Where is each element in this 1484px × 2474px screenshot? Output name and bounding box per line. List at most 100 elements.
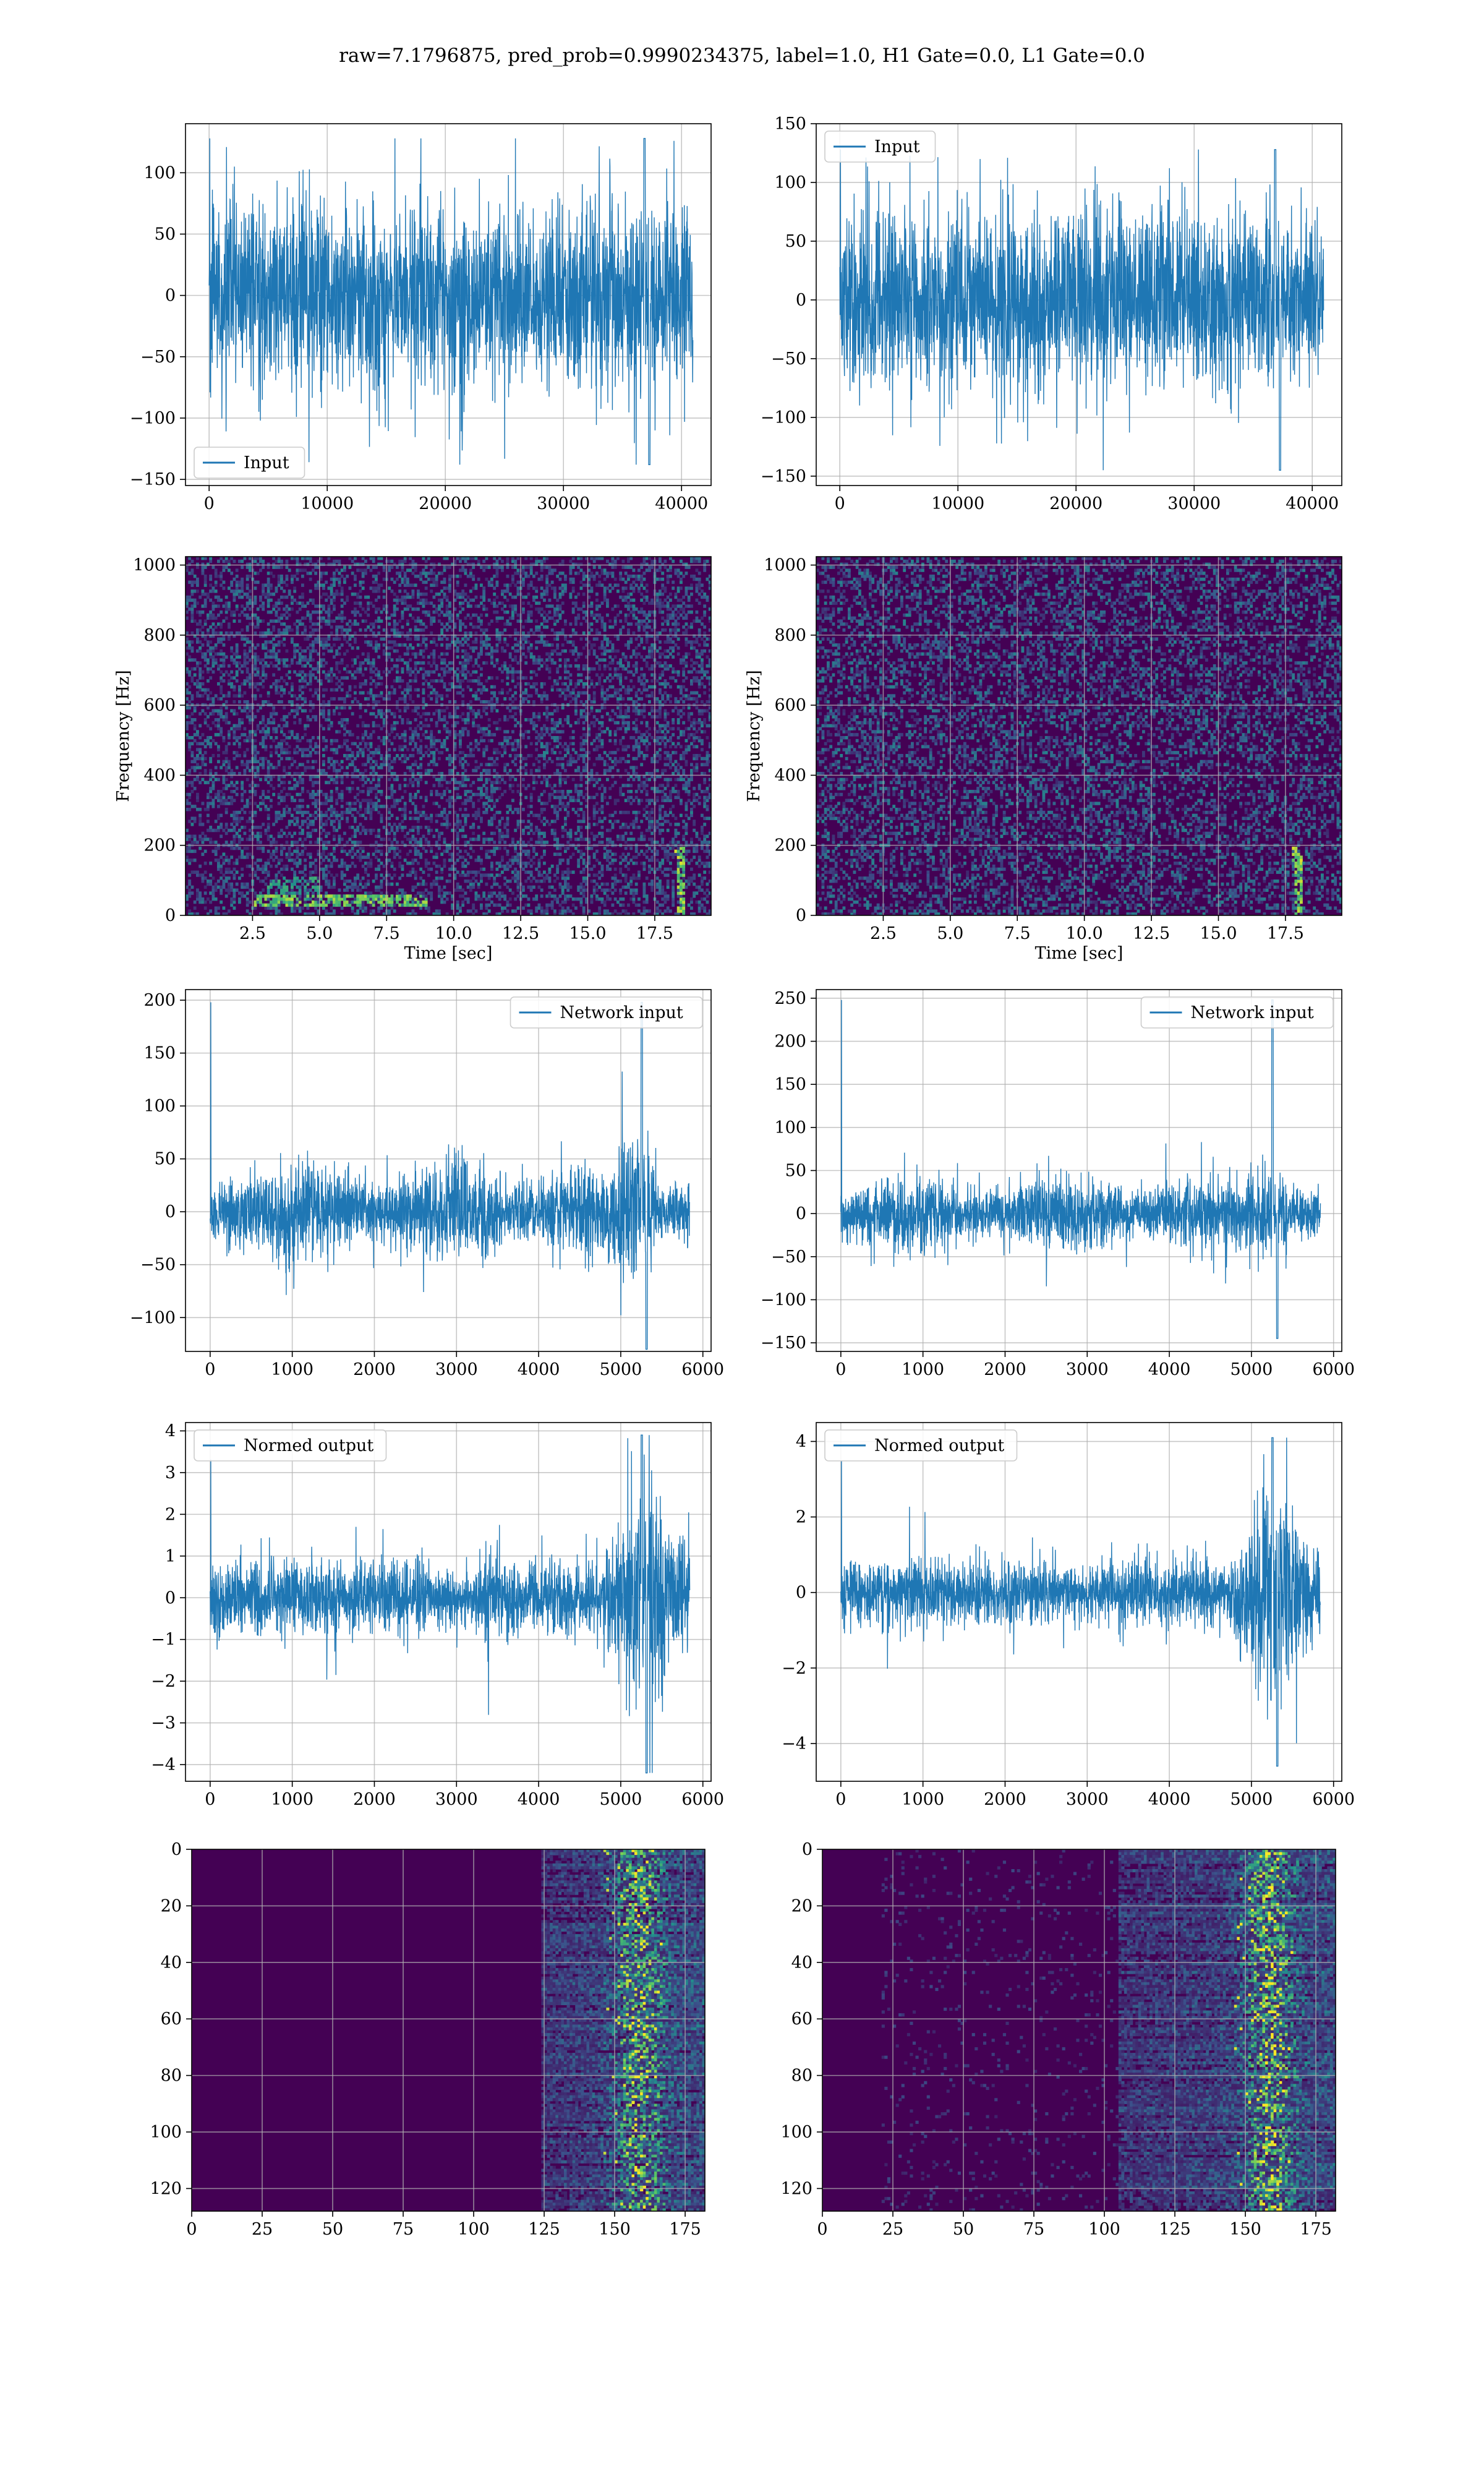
grid-lines xyxy=(186,1423,711,1781)
y-tick-label: 0 xyxy=(796,1204,806,1223)
x-tick-label: 1000 xyxy=(271,1360,313,1379)
y-tick-label: −1 xyxy=(151,1630,176,1650)
x-tick-label: 5.0 xyxy=(306,924,333,943)
plot-input-h1: 0 10000 20000 30000 40000 −150 −100 −50 0 50 100 In… xyxy=(130,123,712,513)
x-tick-label: 0 xyxy=(186,2220,197,2239)
x-tick-label: 2.5 xyxy=(870,924,897,943)
x-tick-label: 5000 xyxy=(600,1360,642,1379)
y-tick-label: 4 xyxy=(796,1432,806,1452)
y-tick-label: 100 xyxy=(150,2123,182,2142)
y-tick-label: −2 xyxy=(782,1659,806,1678)
y-tick-label: 0 xyxy=(802,1840,812,1859)
plot-area xyxy=(192,1849,705,2211)
y-tick-label: −4 xyxy=(151,1755,176,1774)
axes-frame xyxy=(822,1849,1336,2212)
y-tick-label: 100 xyxy=(774,1118,806,1137)
y-tick-label: 0 xyxy=(165,286,176,306)
y-tick-label: 250 xyxy=(774,989,806,1008)
y-tick-label: 800 xyxy=(774,626,806,645)
y-tick-label: 0 xyxy=(165,906,176,925)
series-input xyxy=(208,138,694,465)
x-tick-label: 0 xyxy=(817,2220,827,2239)
x-tick-label: 10000 xyxy=(301,494,354,513)
y-tick-label: 50 xyxy=(785,1162,806,1181)
y-tick-label: 150 xyxy=(774,1075,806,1094)
plot-area xyxy=(816,557,1342,915)
x-tick-label: 4000 xyxy=(518,1360,560,1379)
axes-frame xyxy=(816,123,1342,486)
x-tick-label: 25 xyxy=(882,2220,903,2239)
x-tick-label: 17.5 xyxy=(636,924,673,943)
legend-label: Normed output xyxy=(874,1436,1004,1455)
x-tick-label: 7.5 xyxy=(373,924,400,943)
heatmap-cells xyxy=(541,1849,705,2211)
x-tick-label: 1000 xyxy=(902,1360,944,1379)
x-tick-label: 12.5 xyxy=(1133,924,1170,943)
x-axis-label: Time [sec] xyxy=(1035,944,1124,963)
x-tick-label: 100 xyxy=(1088,2220,1120,2239)
x-tick-label: 1000 xyxy=(902,1790,944,1809)
x-tick-label: 125 xyxy=(1159,2220,1191,2239)
heatmap-cells xyxy=(816,557,1342,915)
y-tick-label: 200 xyxy=(774,836,806,855)
x-tick-label: 10.0 xyxy=(435,924,472,943)
legend: Normed output xyxy=(194,1429,387,1462)
legend-box xyxy=(1140,996,1334,1029)
y-tick-label: 50 xyxy=(155,1150,176,1169)
y-tick-label: −150 xyxy=(761,467,806,486)
y-tick-label: 800 xyxy=(143,626,176,645)
series-network-input xyxy=(840,999,1321,1339)
axes-frame xyxy=(816,556,1342,916)
legend-label: Network input xyxy=(560,1003,683,1022)
plot-spec-l1: 2.5 5.0 7.5 10.0 12.5 15.0 17.5 0 200 400 600 800 10… xyxy=(744,556,1342,963)
x-tick-label: 5000 xyxy=(1230,1790,1273,1809)
y-tick-label: 40 xyxy=(161,1953,182,1972)
plot-net-l1: 0 1000 2000 3000 4000 5000 6000 −150 −100 −50 0 50 1… xyxy=(761,989,1355,1379)
x-tick-label: 175 xyxy=(1300,2220,1332,2239)
y-tick-label: 2 xyxy=(165,1505,176,1524)
x-tick-label: 3000 xyxy=(1066,1360,1109,1379)
y-tick-label: 100 xyxy=(774,173,806,192)
x-tick-label: 6000 xyxy=(1312,1790,1355,1809)
legend: Network input xyxy=(510,996,703,1029)
y-tick-label: 1000 xyxy=(133,556,176,575)
x-tick-label: 6000 xyxy=(681,1790,724,1809)
plot-feat-h1: 0 25 50 75 100 125 150 175 0 20 40 60 80 100 120 xyxy=(150,1840,706,2239)
y-tick-label: −100 xyxy=(130,409,176,428)
y-tick-label: 60 xyxy=(791,2010,812,2029)
x-tick-label: 2000 xyxy=(984,1360,1026,1379)
y-tick-label: 200 xyxy=(143,836,176,855)
y-tick-label: 50 xyxy=(155,225,176,244)
heatmap-cells xyxy=(186,557,711,915)
y-tick-label: 200 xyxy=(774,1032,806,1051)
x-tick-label: 6000 xyxy=(1312,1360,1355,1379)
plot-area xyxy=(816,990,1342,1351)
axes-frame xyxy=(185,123,712,486)
plot-area xyxy=(186,124,711,486)
x-tick-label: 7.5 xyxy=(1004,924,1031,943)
plot-area xyxy=(186,990,711,1351)
x-tick-label: 2000 xyxy=(353,1360,396,1379)
y-tick-label: −4 xyxy=(782,1734,806,1753)
x-tick-label: 5000 xyxy=(1230,1360,1273,1379)
x-tick-label: 0 xyxy=(835,1360,846,1379)
x-tick-label: 0 xyxy=(204,494,215,513)
y-tick-label: 100 xyxy=(143,163,176,182)
y-tick-label: 120 xyxy=(780,2179,812,2198)
plot-area xyxy=(816,124,1342,486)
x-tick-label: 40000 xyxy=(1286,494,1339,513)
series-normed-output xyxy=(840,1437,1321,1767)
plot-spec-h1: 2.5 5.0 7.5 10.0 12.5 15.0 17.5 0 200 400 600 800 10… xyxy=(114,556,712,963)
x-tick-label: 4000 xyxy=(1148,1360,1191,1379)
x-tick-label: 15.0 xyxy=(569,924,606,943)
legend: Network input xyxy=(1140,996,1334,1029)
legend: Input xyxy=(194,447,305,479)
y-tick-label: 0 xyxy=(796,906,806,925)
y-tick-label: 400 xyxy=(774,766,806,785)
x-tick-label: 4000 xyxy=(1148,1790,1191,1809)
y-tick-label: 20 xyxy=(161,1896,182,1915)
y-tick-label: −3 xyxy=(151,1714,176,1733)
y-tick-label: 0 xyxy=(171,1840,182,1859)
legend-label: Input xyxy=(244,453,289,473)
y-tick-label: 40 xyxy=(791,1953,812,1972)
